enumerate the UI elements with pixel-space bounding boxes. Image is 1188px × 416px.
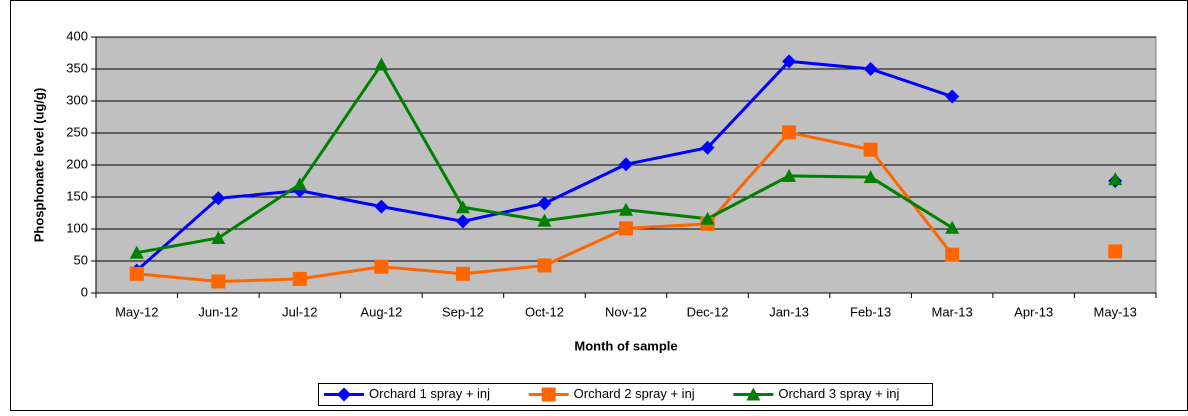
x-tick-label: Sep-12 bbox=[442, 304, 484, 319]
x-tick-label: Jan-13 bbox=[769, 304, 809, 319]
marker bbox=[292, 271, 307, 286]
marker bbox=[945, 89, 960, 104]
marker bbox=[863, 142, 878, 157]
marker bbox=[700, 140, 715, 155]
y-tick-label: 400 bbox=[66, 28, 88, 43]
marker bbox=[537, 196, 552, 211]
marker bbox=[455, 200, 470, 214]
marker bbox=[782, 54, 797, 69]
y-tick-label: 300 bbox=[66, 92, 88, 107]
marker bbox=[863, 62, 878, 76]
x-tick-label: Feb-13 bbox=[850, 304, 891, 319]
legend-label: Orchard 2 spray + inj bbox=[574, 386, 695, 401]
y-tick-label: 100 bbox=[66, 220, 88, 235]
y-tick-label: 200 bbox=[66, 156, 88, 171]
marker bbox=[374, 57, 389, 71]
marker bbox=[619, 202, 633, 216]
marker bbox=[863, 170, 878, 184]
y-tick-label: 350 bbox=[66, 60, 88, 75]
marker bbox=[537, 258, 552, 273]
marker bbox=[945, 247, 960, 262]
marker bbox=[619, 221, 633, 236]
x-tick-label: Nov-12 bbox=[605, 304, 647, 319]
x-tick-label: Jun-12 bbox=[198, 304, 238, 319]
x-tick-label: Mar-13 bbox=[932, 304, 973, 319]
x-tick-label: Aug-12 bbox=[360, 304, 402, 319]
marker bbox=[129, 266, 144, 281]
marker bbox=[292, 177, 307, 191]
marker bbox=[1108, 172, 1123, 186]
x-tick-label: May-13 bbox=[1094, 304, 1137, 319]
marker bbox=[337, 387, 351, 402]
x-tick-label: Apr-13 bbox=[1014, 304, 1053, 319]
marker bbox=[541, 387, 556, 402]
x-tick-label: Oct-12 bbox=[525, 304, 564, 319]
x-axis-title: Month of sample bbox=[574, 338, 677, 353]
marker bbox=[211, 274, 226, 289]
legend-label: Orchard 1 spray + inj bbox=[369, 386, 490, 401]
marker bbox=[782, 125, 797, 140]
x-tick-label: May-12 bbox=[115, 304, 158, 319]
x-tick-label: Jul-12 bbox=[282, 304, 317, 319]
y-tick-label: 150 bbox=[66, 188, 88, 203]
y-tick-label: 0 bbox=[81, 284, 88, 299]
marker bbox=[1108, 244, 1123, 259]
marker bbox=[782, 168, 797, 182]
marker bbox=[455, 266, 470, 281]
y-tick-label: 50 bbox=[74, 252, 88, 267]
marker bbox=[746, 387, 761, 401]
marker bbox=[211, 230, 226, 244]
marker bbox=[374, 199, 389, 214]
legend-box bbox=[318, 383, 933, 406]
y-axis-title: Phosphonate level (ug/g) bbox=[31, 88, 46, 243]
marker bbox=[537, 213, 552, 227]
marker bbox=[374, 259, 389, 274]
marker bbox=[455, 214, 470, 229]
x-tick-label: Dec-12 bbox=[687, 304, 729, 319]
marker bbox=[700, 211, 715, 225]
marker bbox=[129, 245, 144, 259]
y-tick-label: 250 bbox=[66, 124, 88, 139]
marker bbox=[211, 191, 226, 206]
legend-label: Orchard 3 spray + inj bbox=[778, 386, 899, 401]
marker bbox=[619, 157, 633, 172]
marker bbox=[945, 220, 960, 234]
